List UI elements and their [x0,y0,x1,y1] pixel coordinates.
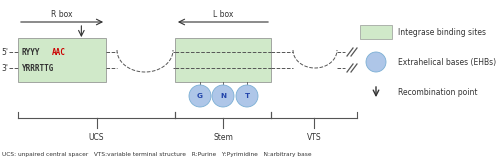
Circle shape [366,52,386,72]
Text: Extrahelical bases (EHBs): Extrahelical bases (EHBs) [398,57,496,66]
Text: YRRRTTG: YRRRTTG [22,63,54,72]
Text: UCS: unpaired central spacer   VTS:variable terminal structure   R:Purine   Y:Py: UCS: unpaired central spacer VTS:variabl… [2,152,312,157]
Text: N: N [220,93,226,99]
Circle shape [236,85,258,107]
Text: Integrase binding sites: Integrase binding sites [398,28,486,37]
Text: T: T [244,93,250,99]
Circle shape [189,85,211,107]
Text: Recombination point: Recombination point [398,87,477,96]
Bar [18,38,106,82]
Text: L box: L box [213,10,233,19]
Text: AAC: AAC [52,47,66,57]
Text: R box: R box [52,10,73,19]
Text: 3': 3' [1,63,8,72]
Text: VTS: VTS [306,133,322,142]
Circle shape [212,85,234,107]
Bar [175,38,271,82]
Text: Stem: Stem [213,133,233,142]
Bar [360,25,392,39]
Text: RYYY: RYYY [22,47,40,57]
Text: UCS: UCS [89,133,104,142]
Text: G: G [197,93,203,99]
Text: 5': 5' [1,47,8,57]
